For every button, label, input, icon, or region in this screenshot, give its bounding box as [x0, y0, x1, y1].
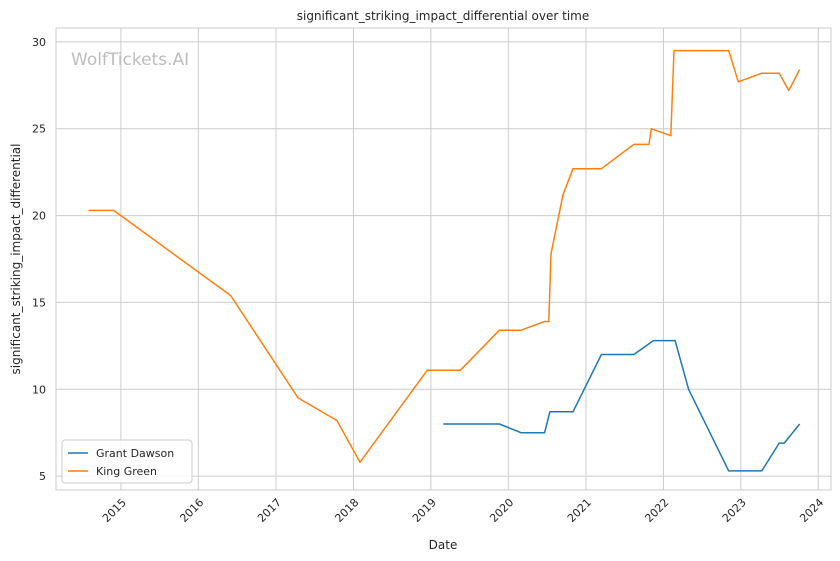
y-tick-label: 20: [32, 210, 46, 223]
legend-box: [61, 439, 193, 484]
chart-title: significant_striking_impact_differential…: [297, 9, 589, 23]
x-tick-labels: 2015 2016 2017 2018 2019 2020 2021 2022 2023 2024: [100, 496, 826, 525]
x-tick-label: 2017: [255, 496, 284, 525]
series-line-grant-dawson: [443, 339, 801, 472]
legend-entry-label: Grant Dawson: [96, 447, 174, 460]
y-tick-label: 30: [32, 36, 46, 49]
x-tick-label: 2021: [565, 496, 594, 525]
watermark-text: WolfTickets.AI: [71, 50, 189, 70]
y-tick-label: 10: [32, 383, 46, 396]
gridlines: [56, 28, 831, 490]
series-lines: [88, 49, 801, 472]
x-tick-label: 2020: [487, 496, 516, 525]
y-tick-label: 15: [32, 296, 46, 309]
x-tick-label: 2023: [720, 496, 749, 525]
legend-entry-label: King Green: [96, 465, 157, 478]
x-tick-label: 2018: [332, 496, 361, 525]
y-tick-labels: 5 10 15 20 25 30: [32, 36, 46, 483]
y-tick-label: 25: [32, 123, 46, 136]
y-tick-label: 5: [39, 470, 46, 483]
x-tick-label: 2016: [177, 496, 206, 525]
x-tick-label: 2015: [100, 496, 129, 525]
x-tick-label: 2024: [797, 496, 826, 525]
legend: Grant Dawson King Green: [61, 439, 193, 484]
plot-area-frame: [55, 27, 832, 491]
x-axis-label: Date: [429, 538, 458, 552]
y-axis-label: significant_striking_impact_differential: [9, 144, 23, 375]
x-tick-label: 2022: [642, 496, 671, 525]
x-tick-label: 2019: [410, 496, 439, 525]
series-line-king-green: [88, 49, 801, 463]
